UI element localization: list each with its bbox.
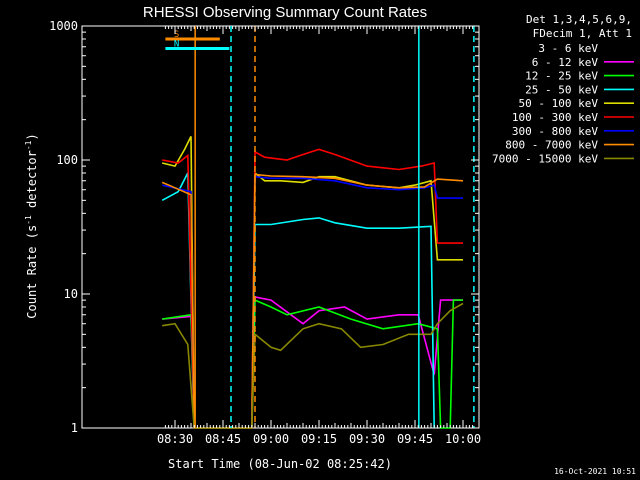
legend-label-5: 100 - 300 keV — [512, 111, 598, 124]
series-line-3 — [161, 172, 435, 429]
x-tick-label-5: 09:45 — [397, 432, 433, 446]
x-axis-label: Start Time (08-Jun-02 08:25:42) — [168, 457, 392, 471]
marker-layer: SN — [165, 26, 475, 428]
y-tick-label-2: 100 — [56, 153, 78, 167]
y-axis-label-end: ) — [25, 133, 39, 140]
series-line-0 — [257, 389, 371, 429]
series-line-4 — [162, 136, 463, 429]
series-layer — [161, 136, 464, 429]
legend-label-3: 25 - 50 keV — [525, 83, 598, 96]
y-axis-label: Count Rate (s-1 detector-1) — [24, 133, 39, 318]
series-line-8 — [162, 302, 464, 429]
y-tick-label-3: 1000 — [49, 19, 78, 33]
x-tick-label-1: 08:45 — [205, 432, 241, 446]
interval-bar-label-1: N — [174, 39, 179, 49]
y-axis-label-sup1: -1 — [24, 215, 33, 225]
legend-label-6: 300 - 800 keV — [512, 125, 598, 138]
x-tick-label-4: 09:30 — [349, 432, 385, 446]
x-tick-label-6: 10:00 — [445, 432, 481, 446]
y-tick-label-1: 10 — [64, 287, 78, 301]
legend-label-7: 800 - 7000 keV — [505, 139, 598, 152]
axis-layer: 1 10 100 1000 08:30 08:45 09:00 09:15 09:30 09:45… — [49, 19, 481, 446]
x-tick-label-2: 09:00 — [253, 432, 289, 446]
legend-label-0: 3 - 6 keV — [538, 42, 598, 55]
footer-timestamp: 16-Oct-2021 10:51 — [554, 467, 636, 476]
chart-title: RHESSI Observing Summary Count Rates — [143, 4, 427, 21]
y-tick-label-0: 1 — [71, 421, 78, 435]
x-tick-label-3: 09:15 — [301, 432, 337, 446]
series-line-1 — [162, 296, 463, 429]
legend-label-2: 12 - 25 keV — [525, 70, 598, 83]
x-tick-label-0: 08:30 — [157, 432, 193, 446]
legend: Det 1,3,4,5,6,9, FDecim 1, Att 1 3 - 6 k… — [492, 13, 634, 165]
legend-label-4: 50 - 100 keV — [519, 97, 599, 110]
y-axis-label-main: Count Rate (s — [25, 225, 39, 319]
series-line-7 — [161, 173, 464, 429]
legend-header-line-2: FDecim 1, Att 1 — [533, 27, 632, 40]
series-line-2 — [162, 298, 463, 429]
series-line-5 — [162, 148, 463, 429]
interval-bar-label-0: S — [174, 30, 179, 40]
y-axis-label-sup2: -1 — [24, 140, 33, 150]
legend-label-8: 7000 - 15000 keV — [492, 152, 598, 165]
legend-header-line-1: Det 1,3,4,5,6,9, — [526, 13, 632, 26]
y-axis-label-mid: detector — [25, 150, 39, 215]
legend-label-1: 6 - 12 keV — [532, 56, 599, 69]
